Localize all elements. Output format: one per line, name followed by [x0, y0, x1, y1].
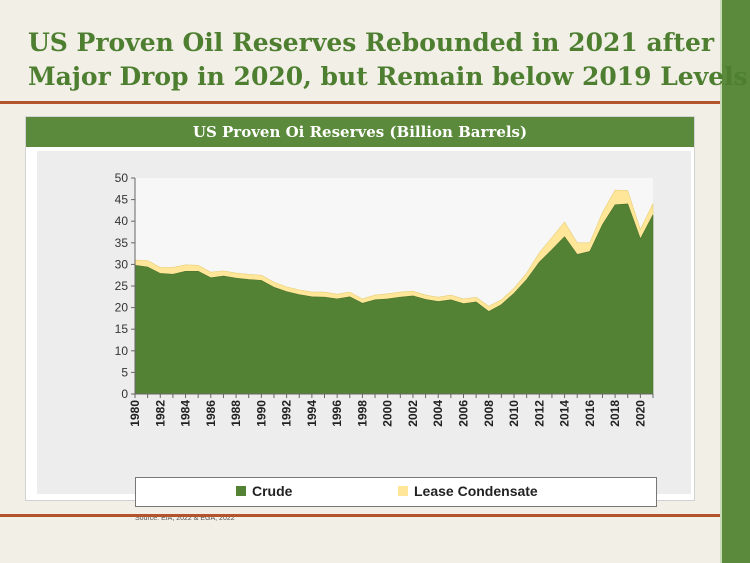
- x-tick-label: 2016: [583, 400, 597, 427]
- legend-label-lease-condensate: Lease Condensate: [414, 483, 538, 499]
- x-tick-label: 2006: [456, 400, 470, 427]
- x-tick-label: 2010: [507, 400, 521, 427]
- right-accent-line: [720, 0, 722, 563]
- legend-label-crude: Crude: [252, 483, 293, 499]
- y-tick-label: 0: [121, 387, 128, 401]
- chart-legend: Crude Lease Condensate: [135, 477, 657, 507]
- slide-title-line-1: US Proven Oil Reserves Rebounded in 2021…: [28, 28, 715, 57]
- y-tick-label: 20: [115, 301, 129, 315]
- x-tick-label: 2014: [558, 400, 572, 427]
- x-tick-label: 1994: [305, 400, 319, 427]
- chart-frame: US Proven Oi Reserves (Billion Barrels) …: [25, 116, 695, 522]
- legend-item-lease-condensate: Lease Condensate: [398, 483, 538, 499]
- x-tick-label: 2002: [406, 400, 420, 427]
- y-tick-label: 10: [115, 344, 129, 358]
- reserves-area-chart: 0 5 10 15 20 25 30 35 40 45 50 1980 1982 1984 1986 1988…: [115, 171, 654, 427]
- x-tick-label: 2012: [532, 400, 546, 427]
- x-tick-label: 1992: [280, 400, 294, 427]
- x-tick-label: 1990: [254, 400, 268, 427]
- y-tick-label: 45: [115, 193, 129, 207]
- x-tick-label: 1982: [153, 400, 167, 427]
- y-tick-label: 40: [115, 214, 129, 228]
- x-tick-label: 2004: [431, 400, 445, 427]
- chart-title: US Proven Oi Reserves (Billion Barrels): [26, 117, 694, 147]
- x-tick-label: 1984: [179, 400, 193, 427]
- x-tick-label: 2020: [633, 400, 647, 427]
- y-tick-label: 15: [115, 322, 129, 336]
- x-tick-label: 2000: [381, 400, 395, 427]
- y-tick-label: 25: [115, 279, 129, 293]
- slide-title: US Proven Oil Reserves Rebounded in 2021…: [28, 26, 748, 94]
- y-tick-label: 50: [115, 171, 129, 185]
- plot-panel: 0 5 10 15 20 25 30 35 40 45 50 1980 1982 1984 1986 1988…: [37, 151, 691, 522]
- x-tick-label: 2008: [482, 400, 496, 427]
- legend-item-crude: Crude: [236, 483, 292, 499]
- crude-swatch-icon: [236, 486, 246, 496]
- x-tick-label: 1988: [229, 400, 243, 427]
- footer-divider: [0, 514, 720, 517]
- x-tick-label: 1996: [330, 400, 344, 427]
- right-accent-bar: [722, 0, 750, 563]
- x-tick-label: 1986: [204, 400, 218, 427]
- y-tick-label: 30: [115, 257, 129, 271]
- source-note: Source: EIA, 2022 & EGA, 2022: [135, 515, 235, 522]
- lease-condensate-swatch-icon: [398, 486, 408, 496]
- y-tick-label: 35: [115, 236, 129, 250]
- x-tick-label: 2018: [608, 400, 622, 427]
- slide-title-line-2: Major Drop in 2020, but Remain below 201…: [28, 62, 748, 91]
- y-tick-label: 5: [121, 365, 128, 379]
- title-divider: [0, 101, 720, 104]
- x-tick-label: 1998: [355, 400, 369, 427]
- x-tick-label: 1980: [128, 400, 142, 427]
